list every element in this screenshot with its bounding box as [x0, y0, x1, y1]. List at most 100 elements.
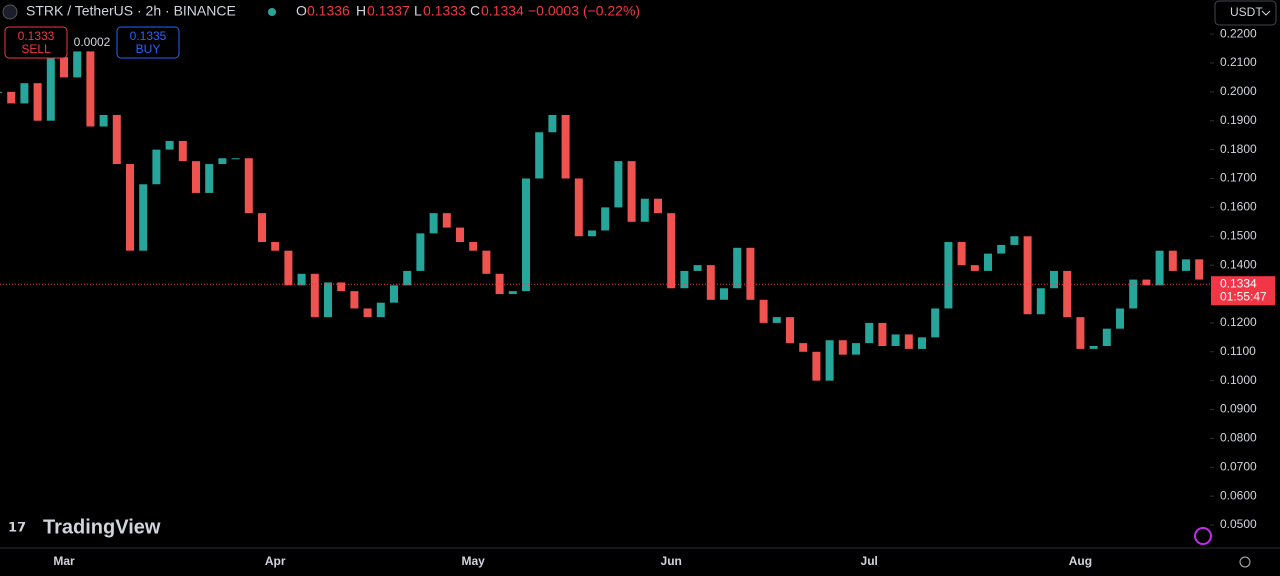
candle: [1168, 250, 1177, 271]
candle: [416, 233, 425, 271]
y-tick-label: 0.1200: [1220, 315, 1257, 329]
dropdown-arrow: [1261, 10, 1271, 16]
candle: [970, 265, 979, 271]
candle: [1116, 308, 1124, 329]
countdown: 01:55:47: [1220, 289, 1267, 303]
ohlc-c-label: C: [470, 3, 480, 19]
y-tick-label: 0.0700: [1220, 459, 1257, 473]
ohlc-change: −0.0003 (−0.22%): [528, 3, 640, 19]
candle: [574, 178, 583, 237]
candle: [838, 340, 847, 355]
x-tick-label: Jun: [661, 554, 682, 568]
ohlc-o-label: O: [296, 3, 307, 19]
candle: [456, 227, 464, 243]
buy-button[interactable]: [116, 26, 180, 59]
candle: [376, 302, 385, 318]
y-tick-label: 0.0800: [1220, 431, 1257, 445]
candle: [390, 285, 398, 303]
candle: [561, 114, 570, 179]
candle: [931, 308, 940, 338]
candle: [1010, 236, 1019, 245]
candle: [271, 242, 280, 251]
candle: [746, 247, 755, 300]
settings-button[interactable]: [1239, 556, 1251, 568]
candle: [904, 334, 913, 349]
y-tick-label: 0.1700: [1220, 171, 1257, 185]
chart-title: STRK / TetherUS · 2h · BINANCE: [26, 3, 236, 19]
candle: [535, 132, 544, 179]
y-tick-label: 0.1800: [1220, 142, 1257, 156]
candle: [337, 282, 346, 292]
candle: [1023, 236, 1032, 315]
candle: [627, 161, 636, 222]
candle: [1182, 259, 1190, 271]
candle: [865, 322, 874, 344]
candle: [7, 91, 16, 104]
x-tick-label: Aug: [1069, 554, 1092, 568]
ohlc-h-label: H: [356, 3, 366, 19]
candle: [733, 247, 742, 289]
candle: [918, 337, 926, 349]
x-tick-label: Mar: [53, 554, 75, 568]
candle: [1142, 279, 1151, 286]
y-tick-label: 0.1100: [1220, 344, 1256, 358]
ohlc-open: 0.1336: [307, 3, 350, 19]
candle: [482, 250, 491, 274]
symbol-icon: [2, 4, 18, 20]
candle: [403, 270, 412, 286]
candle: [1102, 328, 1111, 347]
candle: [1050, 270, 1058, 289]
candle: [495, 273, 504, 295]
candle: [192, 161, 200, 193]
candle: [126, 164, 134, 251]
candle: [139, 184, 148, 251]
candle: [772, 317, 781, 323]
candle: [218, 158, 227, 165]
candle: [852, 343, 860, 355]
candle: [86, 51, 95, 127]
candle: [1195, 259, 1204, 280]
candle: [165, 140, 174, 150]
candle: [812, 351, 821, 381]
sell-label: SELL: [21, 42, 51, 56]
candle: [984, 253, 992, 271]
last-price: 0.1334: [1220, 276, 1257, 290]
candle: [1155, 250, 1164, 286]
candle: [1076, 317, 1085, 349]
sell-price: 0.1333: [18, 29, 55, 43]
status-dot: [268, 8, 276, 16]
y-tick-label: 0.1500: [1220, 228, 1257, 242]
candle: [297, 273, 306, 286]
buy-label: BUY: [136, 42, 161, 56]
candle: [46, 57, 55, 121]
candle: [363, 308, 372, 318]
currency-button[interactable]: [1214, 0, 1277, 26]
x-tick-label: Jul: [861, 554, 878, 568]
candle: [284, 250, 293, 286]
candle: [891, 334, 900, 347]
candle: [0, 91, 2, 93]
candle: [720, 288, 728, 300]
candle: [825, 340, 834, 381]
candle: [1089, 346, 1098, 349]
lightning-button[interactable]: [1194, 527, 1212, 545]
candle: [244, 158, 253, 214]
candle: [878, 322, 887, 347]
candle: [205, 164, 214, 193]
y-tick-label: 0.0900: [1220, 402, 1257, 416]
y-tick-label: 0.1400: [1220, 257, 1257, 271]
candle: [680, 270, 689, 289]
sell-button[interactable]: [4, 26, 68, 59]
candle: [99, 114, 108, 127]
candle: [997, 244, 1006, 254]
brand-mark: 𝟭𝟳: [8, 519, 26, 534]
ohlc-high: 0.1337: [367, 3, 410, 19]
candle: [152, 149, 161, 185]
brand: TradingView: [43, 516, 161, 538]
candle: [258, 213, 266, 243]
x-tick-label: Apr: [265, 554, 286, 568]
candle: [654, 198, 662, 214]
ohlc-low: 0.1333: [423, 3, 466, 19]
